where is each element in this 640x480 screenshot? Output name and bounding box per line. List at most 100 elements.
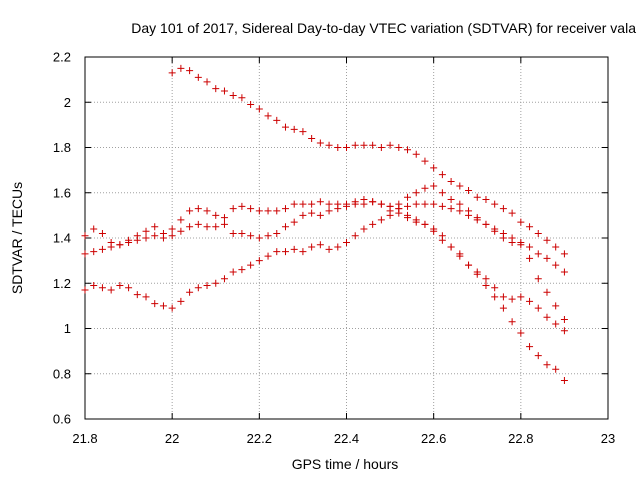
y-tick-label: 0.6 (53, 412, 71, 427)
data-point (220, 275, 228, 283)
data-point (229, 229, 237, 237)
data-point (281, 123, 289, 131)
data-point (133, 291, 141, 299)
data-point (194, 284, 202, 292)
data-point (264, 252, 272, 260)
data-point (334, 205, 342, 213)
data-point (395, 205, 403, 213)
x-tick-label: 22 (165, 431, 179, 446)
data-point (447, 243, 455, 251)
data-point (560, 377, 568, 385)
data-point (456, 207, 464, 215)
data-point (325, 200, 333, 208)
data-point (81, 286, 89, 294)
data-point (404, 211, 412, 219)
x-tick-label: 23 (601, 431, 615, 446)
data-point (220, 220, 228, 228)
data-point (360, 141, 368, 149)
data-point (526, 223, 534, 231)
data-point (526, 297, 534, 305)
series-track-c (81, 198, 568, 323)
data-point (281, 223, 289, 231)
data-point (560, 250, 568, 258)
data-point (159, 234, 167, 242)
data-point (142, 293, 150, 301)
data-point (473, 216, 481, 224)
data-point (316, 241, 324, 249)
data-point (543, 361, 551, 369)
data-point (203, 282, 211, 290)
data-point (430, 164, 438, 172)
data-point (447, 177, 455, 185)
data-point (107, 243, 115, 251)
data-point (447, 196, 455, 204)
data-point (299, 248, 307, 256)
data-point (456, 182, 464, 190)
data-point (229, 91, 237, 99)
data-point (316, 211, 324, 219)
data-point (447, 205, 455, 213)
data-point (81, 232, 89, 240)
data-point (421, 157, 429, 165)
data-point (351, 232, 359, 240)
data-point (430, 182, 438, 190)
data-point (186, 207, 194, 215)
data-point (186, 67, 194, 75)
x-tick-label: 22.2 (247, 431, 272, 446)
data-point (430, 200, 438, 208)
data-point (247, 232, 255, 240)
data-point (273, 116, 281, 124)
data-point (168, 232, 176, 240)
data-point (177, 216, 185, 224)
data-point (534, 250, 542, 258)
y-tick-label: 1.6 (53, 185, 71, 200)
data-point (212, 279, 220, 287)
data-point (482, 196, 490, 204)
data-point (151, 232, 159, 240)
data-point (360, 200, 368, 208)
data-point (212, 223, 220, 231)
data-point (264, 112, 272, 120)
data-point (325, 141, 333, 149)
data-point (412, 189, 420, 197)
data-point (404, 193, 412, 201)
y-tick-label: 1 (64, 321, 71, 336)
data-point (90, 248, 98, 256)
data-point (517, 329, 525, 337)
data-point (534, 352, 542, 360)
y-tick-label: 0.8 (53, 366, 71, 381)
data-points (81, 64, 568, 385)
data-point (499, 293, 507, 301)
data-point (203, 78, 211, 86)
data-point (247, 261, 255, 269)
data-point (491, 293, 499, 301)
data-point (526, 243, 534, 251)
data-point (255, 105, 263, 113)
data-point (543, 236, 551, 244)
data-point (281, 205, 289, 213)
data-point (212, 211, 220, 219)
data-point (508, 234, 516, 242)
data-point (98, 245, 106, 253)
y-axis-label: SDTVAR / TECUs (9, 182, 25, 294)
data-point (203, 223, 211, 231)
data-point (456, 200, 464, 208)
data-point (343, 202, 350, 210)
data-point (369, 141, 377, 149)
data-point (465, 211, 473, 219)
data-point (491, 225, 499, 233)
data-point (177, 64, 185, 72)
data-point (543, 313, 551, 321)
data-point (264, 207, 272, 215)
data-point (255, 234, 263, 242)
data-point (360, 225, 368, 233)
data-point (186, 288, 194, 296)
y-axis-ticks: 0.6 0.8 1 1.2 1.4 1.6 1.8 2 2.2 (53, 50, 608, 427)
data-point (273, 229, 281, 237)
data-point (412, 216, 420, 224)
data-point (98, 229, 106, 237)
data-point (186, 223, 194, 231)
data-point (482, 220, 490, 228)
x-tick-label: 21.8 (72, 431, 97, 446)
data-point (220, 87, 228, 95)
